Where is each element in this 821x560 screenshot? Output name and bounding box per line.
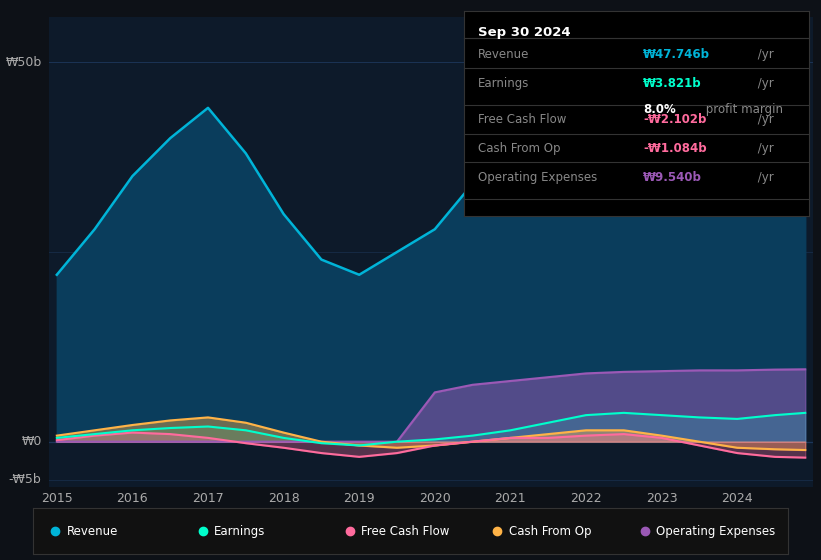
Text: ₩50b: ₩50b	[6, 56, 42, 69]
Text: Sep 30 2024: Sep 30 2024	[478, 26, 571, 39]
Text: -₩2.102b: -₩2.102b	[643, 114, 707, 127]
Text: Earnings: Earnings	[478, 77, 529, 90]
Text: Cash From Op: Cash From Op	[509, 525, 591, 538]
Text: -₩1.084b: -₩1.084b	[643, 142, 707, 155]
Text: ₩0: ₩0	[21, 435, 42, 448]
Text: profit margin: profit margin	[702, 103, 782, 116]
Text: Revenue: Revenue	[67, 525, 118, 538]
Text: /yr: /yr	[754, 77, 773, 90]
Text: /yr: /yr	[754, 48, 773, 61]
Text: Revenue: Revenue	[478, 48, 529, 61]
Text: ₩3.821b: ₩3.821b	[643, 77, 702, 90]
Text: Cash From Op: Cash From Op	[478, 142, 560, 155]
Text: Operating Expenses: Operating Expenses	[478, 171, 597, 184]
Text: 8.0%: 8.0%	[643, 103, 676, 116]
Text: /yr: /yr	[754, 142, 773, 155]
Text: Free Cash Flow: Free Cash Flow	[478, 114, 566, 127]
Text: ₩47.746b: ₩47.746b	[643, 48, 710, 61]
Text: /yr: /yr	[754, 171, 773, 184]
Text: Earnings: Earnings	[214, 525, 265, 538]
Text: Free Cash Flow: Free Cash Flow	[361, 525, 450, 538]
Text: ₩9.540b: ₩9.540b	[643, 171, 702, 184]
Text: -₩5b: -₩5b	[9, 473, 42, 486]
Text: /yr: /yr	[754, 114, 773, 127]
Text: Operating Expenses: Operating Expenses	[656, 525, 775, 538]
